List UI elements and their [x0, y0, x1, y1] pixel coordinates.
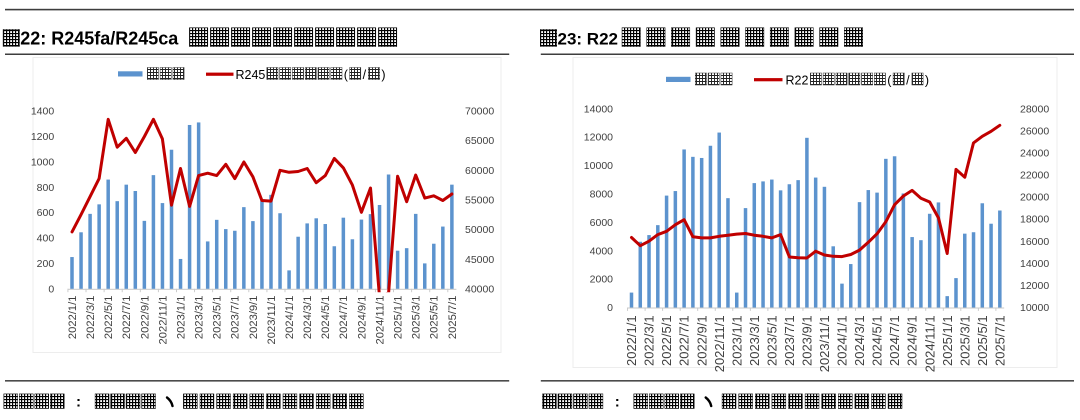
svg-text:10000: 10000: [584, 160, 613, 172]
svg-text:16000: 16000: [1020, 236, 1049, 248]
svg-text::: :: [615, 394, 620, 411]
svg-text:2023/5/1: 2023/5/1: [764, 315, 779, 366]
svg-text:1200: 1200: [31, 131, 55, 143]
svg-text:22: R245fa/R245ca: 22: R245fa/R245ca: [20, 28, 179, 48]
svg-text:800: 800: [37, 182, 55, 194]
svg-text:2023/7/1: 2023/7/1: [782, 315, 797, 366]
svg-text:400: 400: [37, 233, 55, 245]
svg-text:60000: 60000: [465, 165, 494, 177]
svg-text:24000: 24000: [1020, 148, 1049, 160]
svg-text:23: R22: 23: R22: [558, 29, 618, 48]
svg-text:2025/5/1: 2025/5/1: [429, 296, 441, 340]
svg-text:1000: 1000: [31, 156, 55, 168]
svg-text:): ): [381, 68, 385, 82]
svg-text:2023/7/1: 2023/7/1: [230, 296, 242, 340]
svg-text:1400: 1400: [31, 106, 55, 118]
svg-text:2023/5/1: 2023/5/1: [212, 296, 224, 340]
svg-text:2024/1/1: 2024/1/1: [835, 315, 850, 366]
svg-text:22000: 22000: [1020, 170, 1049, 182]
svg-text:R22: R22: [786, 73, 809, 87]
svg-text:2022/7/1: 2022/7/1: [121, 296, 133, 340]
svg-text:2022/3/1: 2022/3/1: [642, 315, 657, 366]
svg-text:): ): [925, 73, 929, 87]
svg-text:2000: 2000: [590, 274, 614, 286]
svg-text:2024/9/1: 2024/9/1: [356, 296, 368, 340]
svg-text:2025/1/1: 2025/1/1: [393, 296, 405, 340]
svg-text:2022/11/1: 2022/11/1: [712, 315, 727, 372]
svg-text:12000: 12000: [584, 132, 613, 144]
svg-text:26000: 26000: [1020, 125, 1049, 137]
svg-text:2024/5/1: 2024/5/1: [320, 296, 332, 340]
svg-text:2023/3/1: 2023/3/1: [194, 296, 206, 340]
svg-text:2024/5/1: 2024/5/1: [870, 315, 885, 366]
svg-text:2025/7/1: 2025/7/1: [992, 315, 1007, 366]
svg-text:2024/9/1: 2024/9/1: [905, 315, 920, 366]
svg-text:2025/3/1: 2025/3/1: [957, 315, 972, 366]
svg-text:/: /: [363, 68, 367, 82]
svg-text:8000: 8000: [590, 189, 614, 201]
svg-text:50000: 50000: [465, 224, 494, 236]
svg-text:2024/11/1: 2024/11/1: [922, 315, 937, 372]
svg-text:2025/5/1: 2025/5/1: [975, 315, 990, 366]
svg-text:20000: 20000: [1020, 192, 1049, 204]
svg-text:2022/3/1: 2022/3/1: [85, 296, 97, 340]
svg-text::: :: [76, 394, 81, 411]
svg-text:0: 0: [48, 283, 54, 295]
svg-text:2023/9/1: 2023/9/1: [800, 315, 815, 366]
svg-text:12000: 12000: [1020, 280, 1049, 292]
svg-text:18000: 18000: [1020, 214, 1049, 226]
svg-text:2023/3/1: 2023/3/1: [747, 315, 762, 366]
svg-text:2023/11/1: 2023/11/1: [266, 296, 278, 345]
svg-text:2022/5/1: 2022/5/1: [659, 315, 674, 366]
svg-text:2022/9/1: 2022/9/1: [139, 296, 151, 340]
svg-text:28000: 28000: [1020, 103, 1049, 115]
svg-text:2022/5/1: 2022/5/1: [103, 296, 115, 340]
svg-text:2024/1/1: 2024/1/1: [284, 296, 296, 340]
svg-text:2023/9/1: 2023/9/1: [248, 296, 260, 340]
svg-text:2025/7/1: 2025/7/1: [447, 296, 459, 340]
svg-text:4000: 4000: [590, 245, 614, 257]
svg-text:14000: 14000: [584, 103, 613, 115]
svg-text:14000: 14000: [1020, 258, 1049, 270]
svg-text:(: (: [344, 68, 349, 82]
svg-text:2022/11/1: 2022/11/1: [157, 296, 169, 345]
svg-text:2024/3/1: 2024/3/1: [852, 315, 867, 366]
svg-text:2022/7/1: 2022/7/1: [677, 315, 692, 366]
svg-text:2022/1/1: 2022/1/1: [624, 315, 639, 366]
svg-text:70000: 70000: [465, 106, 494, 118]
svg-text:40000: 40000: [465, 283, 494, 295]
svg-text:2024/3/1: 2024/3/1: [302, 296, 314, 340]
svg-text:/: /: [906, 73, 910, 87]
svg-text:2025/3/1: 2025/3/1: [411, 296, 423, 340]
svg-text:(: (: [887, 73, 892, 87]
svg-text:200: 200: [37, 258, 55, 270]
svg-text:2024/11/1: 2024/11/1: [374, 296, 386, 345]
svg-text:2022/9/1: 2022/9/1: [694, 315, 709, 366]
svg-text:2024/7/1: 2024/7/1: [338, 296, 350, 340]
svg-text:600: 600: [37, 207, 55, 219]
svg-text:2024/7/1: 2024/7/1: [887, 315, 902, 366]
svg-text:10000: 10000: [1020, 302, 1049, 314]
svg-text:2023/1/1: 2023/1/1: [175, 296, 187, 340]
svg-text:2023/1/1: 2023/1/1: [729, 315, 744, 366]
svg-text:0: 0: [607, 302, 613, 314]
svg-text:2025/1/1: 2025/1/1: [940, 315, 955, 366]
svg-text:2022/1/1: 2022/1/1: [67, 296, 79, 340]
svg-text:65000: 65000: [465, 135, 494, 147]
svg-text:45000: 45000: [465, 254, 494, 266]
svg-text:6000: 6000: [590, 217, 614, 229]
svg-text:55000: 55000: [465, 195, 494, 207]
svg-text:R245: R245: [236, 68, 266, 82]
svg-text:2023/11/1: 2023/11/1: [817, 315, 832, 372]
